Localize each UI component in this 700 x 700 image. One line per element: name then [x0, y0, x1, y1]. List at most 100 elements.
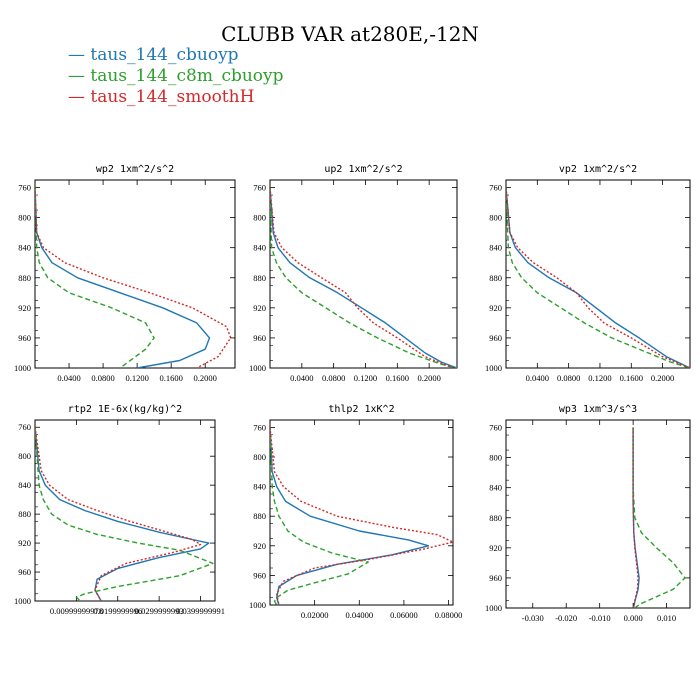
legend-entry-2: — taus_144_smoothH — [68, 87, 254, 107]
y-tick-label: 760 — [489, 183, 502, 193]
legend-label-1: — taus_144_c8m_cbuoyp — [68, 66, 284, 86]
y-tick-label: 800 — [253, 452, 266, 462]
y-tick-label: 760 — [489, 423, 502, 433]
y-tick-label: 920 — [489, 543, 502, 553]
x-tick-label: 0.0400 — [57, 373, 80, 383]
y-tick-label: 880 — [253, 273, 266, 283]
y-tick-label: 800 — [489, 213, 502, 223]
y-tick-label: 920 — [18, 303, 31, 313]
y-tick-label: 960 — [18, 567, 31, 577]
y-tick-label: 760 — [18, 422, 31, 432]
series-line-0 — [270, 187, 457, 368]
x-tick-label: 0.0199999996 — [93, 606, 142, 616]
x-tick-label: 0.0400 — [526, 373, 549, 383]
legend-label-0: — taus_144_cbuoyp — [68, 45, 239, 65]
x-tick-label: 0.2000 — [651, 373, 674, 383]
panel-0: wp2 1xm^2/s^2 760 800 840 880 920 960 1000 0.040… — [14, 164, 236, 383]
panel-2: vp2 1xm^2/s^2 760 800 840 880 920 960 1000 0.040… — [485, 164, 691, 383]
legend-entry-0: — taus_144_cbuoyp — [68, 45, 239, 65]
axes-frame — [269, 419, 454, 606]
legend-label-2: — taus_144_smoothH — [68, 87, 254, 107]
x-tick-label: -0.030 — [522, 613, 544, 623]
panel-title: wp3 1xm^3/s^3 — [559, 404, 637, 415]
series-line-1 — [35, 427, 214, 601]
y-tick-label: 960 — [489, 573, 502, 583]
x-tick-label: 0.0800 — [322, 373, 345, 383]
x-tick-label: 0.08000 — [435, 610, 463, 620]
y-tick-label: 840 — [489, 483, 502, 493]
y-tick-label: 760 — [253, 183, 266, 193]
x-tick-label: 0.1600 — [620, 373, 643, 383]
series-line-1 — [632, 427, 686, 608]
series-line-1 — [270, 187, 457, 368]
y-tick-label: 920 — [253, 541, 266, 551]
y-tick-label: 880 — [18, 509, 31, 519]
y-tick-label: 840 — [18, 480, 31, 490]
series-line-2 — [270, 187, 454, 368]
x-tick-label: -0.010 — [589, 613, 611, 623]
panel-title: up2 1xm^2/s^2 — [324, 164, 402, 175]
y-tick-label: 800 — [489, 453, 502, 463]
x-tick-label: 0.02000 — [301, 610, 329, 620]
y-tick-label: 760 — [253, 422, 266, 432]
y-tick-label: 920 — [18, 538, 31, 548]
panel-title: vp2 1xm^2/s^2 — [559, 164, 637, 175]
x-tick-label: 0.0299999993 — [135, 606, 184, 616]
series-line-2 — [632, 427, 639, 608]
series-line-2 — [506, 187, 690, 368]
y-tick-label: 920 — [489, 303, 502, 313]
y-tick-label: 840 — [253, 482, 266, 492]
y-tick-label: 760 — [18, 183, 31, 193]
y-tick-label: 960 — [253, 333, 266, 343]
panel-5: wp3 1xm^3/s^3 760 800 840 880 920 960 1000 -0.03… — [485, 404, 691, 623]
panel-title: thlp2 1xK^2 — [328, 404, 394, 415]
y-tick-label: 880 — [253, 511, 266, 521]
x-tick-label: 0.04000 — [345, 610, 373, 620]
y-tick-label: 800 — [18, 451, 31, 461]
figure-title: CLUBB VAR at280E,-12N — [221, 22, 479, 46]
panels: wp2 1xm^2/s^2 760 800 840 880 920 960 1000 0.040… — [14, 164, 691, 623]
y-tick-label: 880 — [489, 513, 502, 523]
y-tick-label: 800 — [18, 213, 31, 223]
y-tick-label: 800 — [253, 213, 266, 223]
y-tick-label: 960 — [489, 333, 502, 343]
panel-title: wp2 1xm^2/s^2 — [96, 164, 174, 175]
y-tick-label: 880 — [489, 273, 502, 283]
series-line-0 — [35, 427, 210, 601]
y-tick-label: 920 — [253, 303, 266, 313]
series-line-1 — [35, 187, 155, 368]
x-tick-label: 0.010 — [657, 613, 676, 623]
x-tick-label: 0.0399999991 — [176, 606, 225, 616]
axes-frame — [34, 419, 216, 602]
x-tick-label: 0.1600 — [386, 373, 409, 383]
series-line-0 — [506, 187, 690, 368]
x-tick-label: 0.00999999978 — [50, 606, 103, 616]
x-tick-label: 0.06000 — [390, 610, 418, 620]
x-tick-label: 0.0800 — [91, 373, 114, 383]
x-tick-label: -0.020 — [555, 613, 577, 623]
legend-entry-1: — taus_144_c8m_cbuoyp — [68, 66, 284, 86]
series-line-1 — [506, 187, 690, 368]
y-tick-label: 840 — [253, 243, 266, 253]
y-tick-label: 1000 — [14, 363, 31, 373]
axes-frame — [269, 179, 458, 369]
x-tick-label: 0.1200 — [588, 373, 611, 383]
x-tick-label: 0.1200 — [125, 373, 148, 383]
x-tick-label: 0.2000 — [194, 373, 217, 383]
x-tick-label: 0.1600 — [159, 373, 182, 383]
panel-3: rtp2 1E-6x(kg/kg)^2 760 800 840 880 920 960 100… — [14, 404, 225, 616]
axes-frame — [505, 179, 691, 369]
panel-4: thlp2 1xK^2 760 800 840 880 920 960 1000 0.02000… — [249, 404, 462, 620]
y-tick-label: 1000 — [249, 600, 266, 610]
axes-frame — [505, 419, 691, 609]
x-tick-label: 0.0400 — [290, 373, 313, 383]
x-tick-label: 0.2000 — [417, 373, 440, 383]
x-tick-label: 0.1200 — [354, 373, 377, 383]
y-tick-label: 960 — [18, 333, 31, 343]
series-line-0 — [270, 427, 430, 605]
x-tick-label: 0.000 — [624, 613, 643, 623]
y-tick-label: 880 — [18, 273, 31, 283]
series-line-2 — [35, 187, 232, 368]
panel-1: up2 1xm^2/s^2 760 800 840 880 920 960 1000 0.040… — [249, 164, 458, 383]
